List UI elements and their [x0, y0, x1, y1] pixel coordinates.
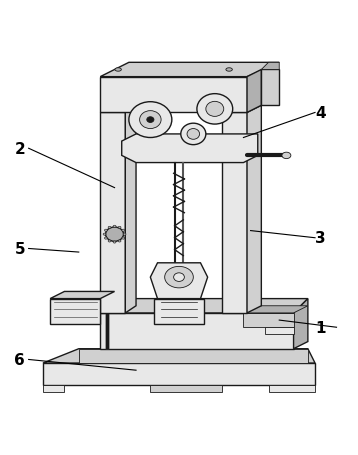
- Polygon shape: [100, 299, 308, 313]
- Ellipse shape: [140, 111, 161, 129]
- Ellipse shape: [181, 124, 206, 145]
- Polygon shape: [100, 313, 294, 349]
- Text: 5: 5: [14, 242, 25, 257]
- Polygon shape: [100, 63, 279, 77]
- Polygon shape: [50, 299, 100, 324]
- Polygon shape: [125, 106, 136, 313]
- Polygon shape: [261, 71, 279, 106]
- Ellipse shape: [106, 228, 124, 242]
- Polygon shape: [243, 306, 308, 313]
- Ellipse shape: [165, 267, 193, 288]
- Text: 4: 4: [315, 106, 326, 121]
- Ellipse shape: [187, 129, 200, 140]
- Ellipse shape: [103, 233, 106, 236]
- Ellipse shape: [113, 226, 116, 228]
- Ellipse shape: [147, 117, 154, 123]
- Polygon shape: [100, 77, 247, 113]
- Ellipse shape: [115, 69, 121, 72]
- Ellipse shape: [206, 102, 224, 117]
- Polygon shape: [79, 349, 308, 363]
- Ellipse shape: [105, 230, 107, 232]
- Polygon shape: [261, 63, 279, 71]
- Ellipse shape: [105, 238, 107, 240]
- Polygon shape: [247, 106, 261, 313]
- Polygon shape: [150, 263, 208, 299]
- Ellipse shape: [113, 242, 116, 243]
- Text: 3: 3: [315, 231, 326, 246]
- Polygon shape: [50, 292, 115, 299]
- Polygon shape: [43, 384, 64, 392]
- Polygon shape: [43, 349, 315, 363]
- Polygon shape: [247, 71, 261, 113]
- Polygon shape: [222, 113, 247, 313]
- Ellipse shape: [108, 227, 111, 229]
- Polygon shape: [100, 113, 125, 313]
- Ellipse shape: [123, 233, 126, 236]
- Text: 1: 1: [315, 320, 325, 335]
- Polygon shape: [154, 299, 204, 324]
- Polygon shape: [243, 313, 294, 328]
- Ellipse shape: [118, 227, 121, 229]
- Polygon shape: [122, 135, 258, 163]
- Polygon shape: [268, 384, 315, 392]
- Ellipse shape: [226, 69, 232, 72]
- Text: 2: 2: [14, 142, 25, 157]
- Ellipse shape: [108, 240, 111, 243]
- Ellipse shape: [282, 153, 291, 159]
- Ellipse shape: [197, 95, 233, 125]
- Ellipse shape: [122, 230, 125, 232]
- Ellipse shape: [174, 273, 184, 282]
- Polygon shape: [294, 299, 308, 349]
- Polygon shape: [43, 363, 315, 384]
- Polygon shape: [265, 328, 294, 335]
- Ellipse shape: [118, 240, 121, 243]
- Ellipse shape: [129, 102, 172, 138]
- Polygon shape: [150, 384, 222, 392]
- Text: 6: 6: [14, 352, 25, 367]
- Ellipse shape: [122, 238, 125, 240]
